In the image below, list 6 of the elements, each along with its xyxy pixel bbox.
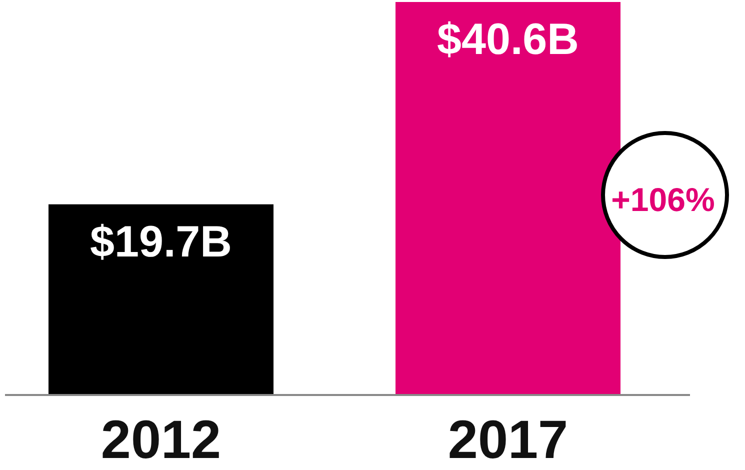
x-tick-label: 2012 <box>100 410 222 470</box>
x-tick-label: 2017 <box>448 410 568 470</box>
data-label: $40.6B <box>437 15 579 64</box>
data-label: $19.7B <box>90 217 232 266</box>
annotation: +106% <box>611 181 715 218</box>
circle-badge: +106% <box>601 131 729 259</box>
